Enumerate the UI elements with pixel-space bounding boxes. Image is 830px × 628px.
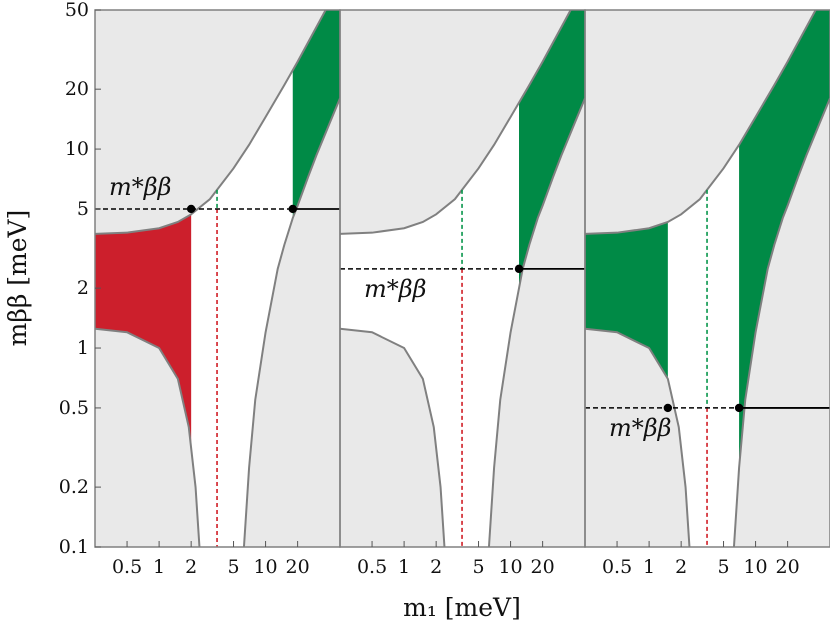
intersection-point <box>288 204 297 214</box>
y-tick-label: 1 <box>77 337 89 359</box>
annotation-m-star: m*ββ <box>109 173 172 201</box>
annotation-m-star: m*ββ <box>364 275 427 303</box>
annotation-m-star: m*ββ <box>609 414 672 442</box>
lower-boundary-curve <box>585 327 691 547</box>
panel-3 <box>585 10 830 547</box>
x-tick-label: 5 <box>472 556 484 578</box>
panels-layer: m*ββ m*ββ m*ββ <box>95 10 830 547</box>
x-tick-label: 0.5 <box>112 556 142 578</box>
lower-boundary-curve <box>340 327 446 547</box>
y-tick-label: 5 <box>77 198 89 220</box>
shaded-region-red <box>95 214 192 449</box>
intersection-point <box>663 403 673 413</box>
x-tick-label: 1 <box>398 556 410 578</box>
right-boundary-curve <box>487 97 585 547</box>
shaded-region-green <box>739 10 830 468</box>
shaded-region-green <box>292 10 340 219</box>
x-tick-label: 0.5 <box>602 556 632 578</box>
lower-boundary-curve <box>95 327 201 547</box>
upper-boundary-curve <box>340 10 572 235</box>
x-tick-label: 1 <box>153 556 165 578</box>
y-tick-label: 20 <box>65 78 89 100</box>
x-tick-label: 5 <box>717 556 729 578</box>
x-tick-label: 10 <box>498 556 522 578</box>
x-tick-label: 2 <box>430 556 442 578</box>
panel-1 <box>95 10 340 547</box>
y-tick-label: 0.1 <box>59 536 89 558</box>
y-tick-label: 50 <box>65 0 89 21</box>
allowed-region <box>95 10 340 547</box>
x-tick-label: 1 <box>643 556 655 578</box>
upper-boundary-curve <box>95 10 327 235</box>
y-tick-label: 10 <box>65 138 89 160</box>
y-tick-label: 0.2 <box>59 476 89 498</box>
intersection-point <box>186 204 196 214</box>
x-tick-label: 2 <box>185 556 197 578</box>
x-axis-title: m₁ [meV] <box>403 593 521 622</box>
right-boundary-curve <box>732 97 830 547</box>
x-tick-label: 20 <box>776 556 800 578</box>
x-tick-label: 5 <box>227 556 239 578</box>
y-axis-title: mββ [meV] <box>3 210 32 347</box>
x-tick-label: 2 <box>675 556 687 578</box>
x-tick-label: 10 <box>743 556 767 578</box>
shaded-region-green <box>519 10 585 289</box>
panel-2 <box>340 10 585 547</box>
frame-layer <box>94 9 830 548</box>
x-tick-label: 20 <box>531 556 555 578</box>
upper-boundary-curve <box>585 10 817 235</box>
intersection-point <box>734 403 744 413</box>
y-tick-label: 0.5 <box>59 397 89 419</box>
x-tick-label: 20 <box>286 556 310 578</box>
intersection-point <box>514 264 524 274</box>
panel-frame <box>584 9 830 548</box>
x-tick-label: 10 <box>253 556 277 578</box>
shaded-region-green <box>585 222 668 379</box>
x-tick-label: 0.5 <box>357 556 387 578</box>
ticks-layer: 0.5 1 2 5 10 20 0.5 1 2 5 10 20 0.5 1 2 5 10 200.10.20.51… <box>59 0 800 578</box>
right-boundary-curve <box>242 97 340 547</box>
y-tick-label: 2 <box>77 277 89 299</box>
